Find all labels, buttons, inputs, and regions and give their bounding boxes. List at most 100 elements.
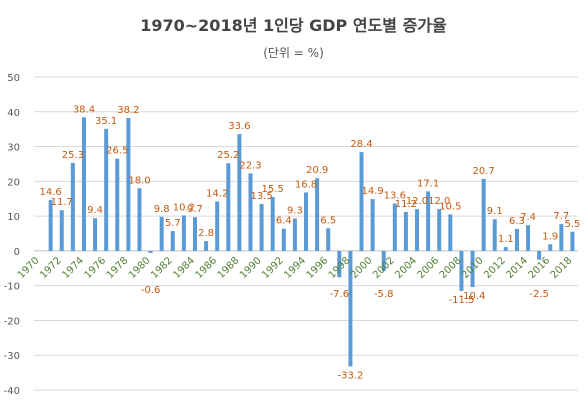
data-label: 14.9 <box>361 186 383 197</box>
data-label: 28.4 <box>350 139 372 150</box>
y-tick-label: -20 <box>4 316 20 327</box>
y-tick-label: 50 <box>7 73 20 84</box>
data-label: 9.7 <box>187 204 203 215</box>
bar <box>514 228 519 251</box>
bar <box>381 250 386 272</box>
x-tick-label: 2012 <box>482 255 508 281</box>
data-label: 15.5 <box>262 184 284 195</box>
bar <box>481 178 486 251</box>
data-label: 13.6 <box>384 191 406 202</box>
x-tick-label: 1976 <box>83 255 109 281</box>
data-label: -10.4 <box>460 291 486 302</box>
data-label: 16.8 <box>295 179 317 190</box>
bar <box>304 192 308 251</box>
x-tick-label: 1992 <box>260 255 286 281</box>
bar <box>548 244 553 251</box>
x-tick-label: 1982 <box>149 255 175 281</box>
bar <box>70 162 75 251</box>
data-label: 7.7 <box>553 211 569 222</box>
data-label: 6.3 <box>509 216 525 227</box>
x-tick-label: 1990 <box>238 255 264 281</box>
bar <box>281 228 286 251</box>
data-label: -7.6 <box>330 289 350 300</box>
y-tick-label: 40 <box>7 108 20 119</box>
bar <box>237 134 242 251</box>
x-tick-label: 2000 <box>349 255 375 281</box>
bar <box>137 188 142 251</box>
data-label: 35.1 <box>95 116 117 127</box>
bar <box>148 250 153 253</box>
data-label: 13.5 <box>250 191 272 202</box>
data-label: 6.4 <box>276 216 292 227</box>
bar <box>459 250 464 291</box>
y-tick-label: 10 <box>7 212 20 223</box>
bar <box>259 203 264 251</box>
bar <box>181 215 186 251</box>
bar <box>115 158 120 251</box>
bar <box>326 228 331 251</box>
y-tick-label: -30 <box>4 351 20 362</box>
x-tick-label: 2002 <box>371 255 397 281</box>
x-tick-label: 2018 <box>549 255 575 281</box>
bar <box>93 218 98 251</box>
data-label: 9.4 <box>87 205 103 216</box>
y-tick-label: 20 <box>7 177 20 188</box>
data-label: 25.2 <box>217 150 239 161</box>
bar <box>337 250 342 278</box>
data-label: 1.9 <box>542 231 558 242</box>
data-label: 20.9 <box>306 165 328 176</box>
bar <box>248 173 253 251</box>
bar <box>315 178 320 251</box>
bar <box>348 250 353 367</box>
bar <box>526 225 531 251</box>
bar <box>48 200 53 251</box>
bar <box>448 214 453 251</box>
data-label: 11.7 <box>51 197 73 208</box>
data-label: 22.3 <box>239 160 261 171</box>
chart-title: 1970~2018년 1인당 GDP 연도별 증가율 <box>140 16 447 35</box>
data-label: -11.5 <box>448 295 474 306</box>
data-label: 17.1 <box>417 178 439 189</box>
bar <box>426 191 431 251</box>
bar <box>159 216 164 251</box>
data-label: 38.2 <box>117 105 139 116</box>
bar <box>359 152 364 251</box>
bar <box>170 231 175 251</box>
bar <box>559 224 564 251</box>
bar <box>126 118 131 251</box>
y-tick-label: -10 <box>4 282 20 293</box>
data-label: 14.6 <box>40 187 62 198</box>
data-label: 10.2 <box>173 202 195 213</box>
x-tick-label: 1978 <box>105 255 131 281</box>
bar <box>59 210 64 251</box>
bar <box>204 241 209 251</box>
x-tick-label: 1984 <box>171 255 197 281</box>
data-label: 5.7 <box>165 218 181 229</box>
bar <box>215 201 220 251</box>
data-label: 12.0 <box>406 196 428 207</box>
data-label: 12.0 <box>428 196 450 207</box>
data-label: -2.5 <box>529 289 549 300</box>
data-label: 26.5 <box>106 146 128 157</box>
x-tick-label: 2006 <box>416 255 442 281</box>
bar <box>437 209 442 251</box>
bar <box>226 163 231 251</box>
y-tick-label: 30 <box>7 143 20 154</box>
x-tick-label: 1980 <box>127 255 153 281</box>
data-label: 9.1 <box>487 206 503 217</box>
x-tick-label: 2004 <box>393 255 419 281</box>
data-label: 6.5 <box>320 215 336 226</box>
y-tick-label: -40 <box>4 386 20 397</box>
x-tick-label: 1988 <box>216 255 242 281</box>
data-label: 9.8 <box>154 204 170 215</box>
x-tick-label: 1986 <box>194 255 220 281</box>
data-label: 11.2 <box>395 199 417 210</box>
data-label: -0.6 <box>141 285 161 296</box>
x-tick-label: 1994 <box>282 255 308 281</box>
bar <box>192 217 197 251</box>
data-label: 18.0 <box>128 175 150 186</box>
bar <box>415 209 420 251</box>
data-label: 10.5 <box>439 201 461 212</box>
